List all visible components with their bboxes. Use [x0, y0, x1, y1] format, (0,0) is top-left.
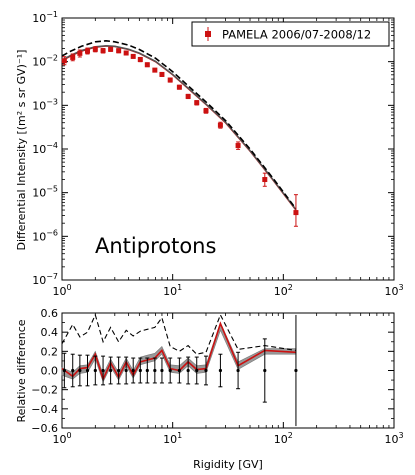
zero-point: [168, 368, 172, 373]
top-y-tick-label: 10−6: [32, 228, 58, 243]
x-axis-label: Rigidity [GV]: [193, 458, 263, 471]
bottom-y-tick-label: 0.0: [41, 365, 59, 378]
zero-point: [236, 368, 240, 373]
zero-point: [117, 368, 121, 373]
zero-point: [177, 368, 181, 373]
data-point: [61, 58, 67, 64]
zero-point: [85, 368, 90, 373]
data-point: [176, 84, 182, 90]
zero-point: [218, 368, 223, 373]
top-y-tick-label: 10−4: [32, 141, 58, 156]
zero-point: [93, 368, 97, 373]
bottom-y-tick-label: −0.4: [31, 403, 58, 416]
model-line-gray: [61, 44, 297, 211]
data-point: [159, 71, 165, 77]
zero-point: [138, 368, 142, 373]
data-point: [144, 62, 150, 68]
bottom-panel: 100 101 102 103 −0.6 −0.4 −0.2 0.0 0.2 0.4 0.6: [31, 307, 403, 446]
data-point: [116, 48, 122, 54]
data-point: [217, 122, 223, 128]
zero-point: [186, 368, 190, 373]
zero-point: [263, 368, 267, 373]
legend: PAMELA 2006/07-2008/12: [191, 21, 390, 47]
top-y-tick-label: 10−5: [32, 185, 58, 200]
top-x-tick-label: 101: [163, 283, 182, 298]
data-point: [203, 108, 209, 114]
bottom-x-tick-label: 103: [384, 431, 403, 446]
data-point: [194, 100, 200, 106]
top-x-tick-label: 102: [274, 283, 293, 298]
data-point: [100, 48, 106, 54]
bottom-x-tick-label: 101: [163, 431, 182, 446]
zero-point: [124, 368, 128, 373]
legend-marker-square: [205, 31, 211, 37]
data-point: [185, 93, 191, 99]
data-point: [70, 54, 76, 60]
zero-point: [145, 368, 149, 373]
zero-point: [195, 368, 199, 373]
data-point: [85, 48, 91, 54]
top-y-axis-label: Differential Intensity [(m² s sr GV)⁻¹]: [15, 50, 28, 251]
data-point: [293, 210, 299, 216]
top-panel: 100 101 102 103 10−7 10−6 10−5 10−4 10−3 10−2 10−1: [32, 10, 403, 298]
top-x-tick-label: 103: [384, 283, 403, 298]
data-point: [108, 46, 114, 52]
top-y-tick-label: 10−1: [32, 10, 58, 25]
model-line-red: [61, 45, 297, 211]
bottom-x-tick-label: 102: [274, 431, 293, 446]
data-point: [130, 53, 136, 59]
zero-point: [131, 368, 135, 373]
zero-point: [204, 368, 208, 373]
zero-point: [160, 368, 164, 373]
data-point: [77, 50, 83, 56]
zero-point: [101, 368, 105, 373]
legend-frame: [191, 21, 390, 47]
data-point: [152, 67, 158, 73]
zero-point: [78, 368, 82, 373]
bottom-y-axis-label: Relative difference: [15, 319, 28, 422]
antiprotons-annotation: Antiprotons: [95, 234, 216, 258]
bottom-x-tick-label: 100: [52, 431, 71, 446]
bottom-y-tick-label: 0.2: [41, 345, 59, 358]
bottom-y-tick-label: −0.2: [31, 384, 58, 397]
top-y-tick-label: 10−2: [32, 54, 58, 69]
relative-difference-dashed-line: [61, 313, 296, 355]
data-point: [137, 57, 143, 63]
legend-label: PAMELA 2006/07-2008/12: [222, 28, 371, 42]
bottom-y-tick-label: 0.4: [41, 326, 59, 339]
zero-point: [71, 368, 75, 373]
top-x-tick-label: 100: [52, 283, 71, 298]
top-y-tick-label: 10−7: [32, 272, 58, 287]
data-point: [123, 50, 129, 56]
zero-point: [153, 368, 157, 373]
zero-point: [62, 368, 66, 373]
top-y-tick-label: 10−3: [32, 97, 58, 112]
data-point: [92, 46, 98, 52]
data-point: [235, 143, 241, 149]
zero-point: [109, 368, 113, 373]
zero-point: [294, 368, 298, 373]
data-point: [167, 77, 173, 83]
data-point: [262, 177, 268, 183]
bottom-y-tick-label: 0.6: [41, 307, 59, 320]
model-line-dashed: [61, 39, 297, 210]
bottom-y-tick-label: −0.6: [31, 422, 58, 435]
